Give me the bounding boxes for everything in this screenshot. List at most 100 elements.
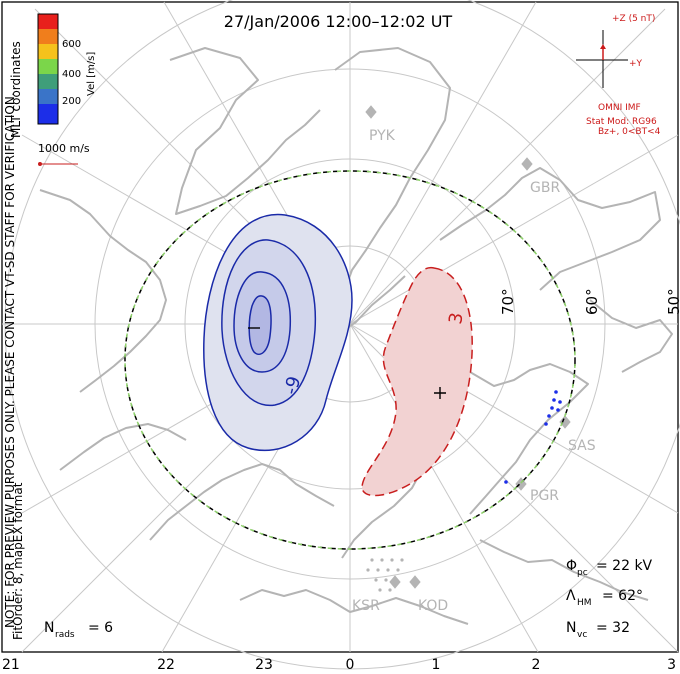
data-dots: [366, 558, 404, 592]
negative-contour-label: -9: [280, 374, 305, 397]
coast-scandinavia: [149, 463, 335, 541]
mlt-tick-3: 3: [667, 657, 676, 673]
coast-south: [479, 539, 649, 601]
velocity-colorbar: 600 400 200 Vel [m/s]: [37, 13, 97, 125]
colorbar-tick-400: 400: [62, 69, 81, 80]
colorbar-tick-200: 200: [62, 96, 81, 107]
vector-dot: [550, 406, 554, 410]
imf-source: OMNI IMF: [598, 103, 641, 113]
station-marker-kod: [409, 575, 421, 589]
station-label-pgr: PGR: [530, 488, 559, 504]
station-marker-sas: [559, 415, 571, 429]
negative-potential-cell: -9: [203, 213, 353, 452]
coast-southeast: [589, 299, 673, 373]
lambda-subscript: HM: [577, 598, 592, 608]
meridian-4: [349, 8, 666, 325]
data-dot: [374, 578, 378, 582]
nrads-value: = 6: [88, 620, 113, 636]
imf-condition: Bz+, 0<BT<4: [598, 127, 661, 137]
colorbar-swatch-5: [38, 89, 58, 104]
vector-dot: [558, 400, 562, 404]
station-label-gbr: GBR: [530, 180, 560, 196]
meridian-10: [349, 134, 679, 325]
data-dot: [390, 558, 394, 562]
colorbar-swatch-1: [38, 29, 58, 44]
data-dot: [388, 588, 392, 592]
vector-scale-label: 1000 m/s: [38, 142, 90, 155]
stat-vector-count: N vc = 32: [566, 620, 630, 640]
vector-dot: [556, 408, 560, 412]
lambda-symbol: Λ: [566, 588, 576, 604]
colorbar-swatch-2: [38, 44, 58, 59]
coast-western: [39, 189, 167, 393]
data-dot: [386, 568, 390, 572]
imf-clock: +Z (5 nT) +Y OMNI IMF Stat Mod: RG96 Bz+…: [576, 14, 661, 137]
data-dot: [366, 568, 370, 572]
colorbar-swatch-3: [38, 59, 58, 74]
colorbar-tick-600: 600: [62, 39, 81, 50]
positive-contour: [361, 266, 473, 497]
phi-symbol: Φ: [566, 558, 577, 574]
coastlines: [39, 47, 673, 625]
imf-z-label: +Z (5 nT): [612, 14, 655, 24]
coast-greenland: [334, 47, 451, 331]
lat-label-70: 70°: [499, 288, 517, 315]
vector-dot: [544, 422, 548, 426]
imf-model: Stat Mod: RG96: [586, 117, 657, 127]
data-dot: [376, 568, 380, 572]
lambda-value: = 62°: [602, 588, 643, 604]
mlt-tick-23: 23: [255, 657, 273, 673]
data-dot: [384, 578, 388, 582]
mlt-tick-22: 22: [157, 657, 175, 673]
colorbar-outline: [37, 13, 59, 125]
phi-subscript: pc: [577, 568, 588, 578]
coord-label: MLT coordinates: [9, 41, 23, 138]
positive-maximum-mark: [434, 387, 446, 399]
velocity-vectors: [504, 390, 562, 484]
mlt-axis: 21 22 23 0 1 2 3: [2, 657, 676, 673]
vector-dot: [504, 480, 508, 484]
data-dot: [370, 558, 374, 562]
meridian-8: [349, 1, 537, 325]
data-dot: [378, 588, 382, 592]
vector-scale-arrow: [38, 162, 78, 166]
coast-arctic-islands: [169, 47, 321, 215]
station-label-pyk: PYK: [369, 128, 396, 144]
nrads-symbol: N: [44, 620, 54, 636]
station-label-ksr: KSR: [352, 598, 380, 614]
fit-order-note: FitOrder: 8, mapEX format: [11, 482, 25, 640]
data-dot: [400, 558, 404, 562]
stat-cross-polar-potential: Φ pc = 22 kV: [566, 558, 653, 578]
station-marker-ksr: [389, 575, 401, 589]
mlt-tick-21: 21: [2, 657, 20, 673]
mlt-tick-2: 2: [532, 657, 541, 673]
coast-labrador: [439, 167, 661, 291]
data-dot: [394, 578, 398, 582]
nrads-subscript: rads: [55, 630, 75, 640]
station-marker-gbr: [521, 157, 533, 171]
vector-dot: [552, 398, 556, 402]
lat-label-50: 50°: [665, 288, 680, 315]
colorbar-swatch-6: [38, 104, 58, 124]
lat-label-60: 60°: [583, 288, 601, 315]
negative-core-contour: [248, 295, 272, 356]
vector-dot: [554, 390, 558, 394]
data-dot: [380, 558, 384, 562]
nvc-value: = 32: [596, 620, 630, 636]
station-marker-pyk: [365, 105, 377, 119]
nvc-symbol: N: [566, 620, 576, 636]
mlt-tick-1: 1: [432, 657, 441, 673]
plot-frame: [1, 1, 679, 653]
colorbar-swatch-0: [38, 14, 58, 29]
mlt-tick-0: 0: [346, 657, 355, 673]
station-label-kod: KOD: [418, 598, 448, 614]
colorbar-label: Vel [m/s]: [86, 52, 97, 96]
data-dot: [396, 568, 400, 572]
hm-boundary: [124, 170, 576, 550]
phi-value: = 22 kV: [596, 558, 653, 574]
nvc-subscript: vc: [577, 630, 587, 640]
plot-title: 27/Jan/2006 12:00–12:02 UT: [224, 12, 453, 31]
stat-hm-latitude: Λ HM = 62°: [566, 588, 643, 608]
colorbar-swatch-4: [38, 74, 58, 89]
